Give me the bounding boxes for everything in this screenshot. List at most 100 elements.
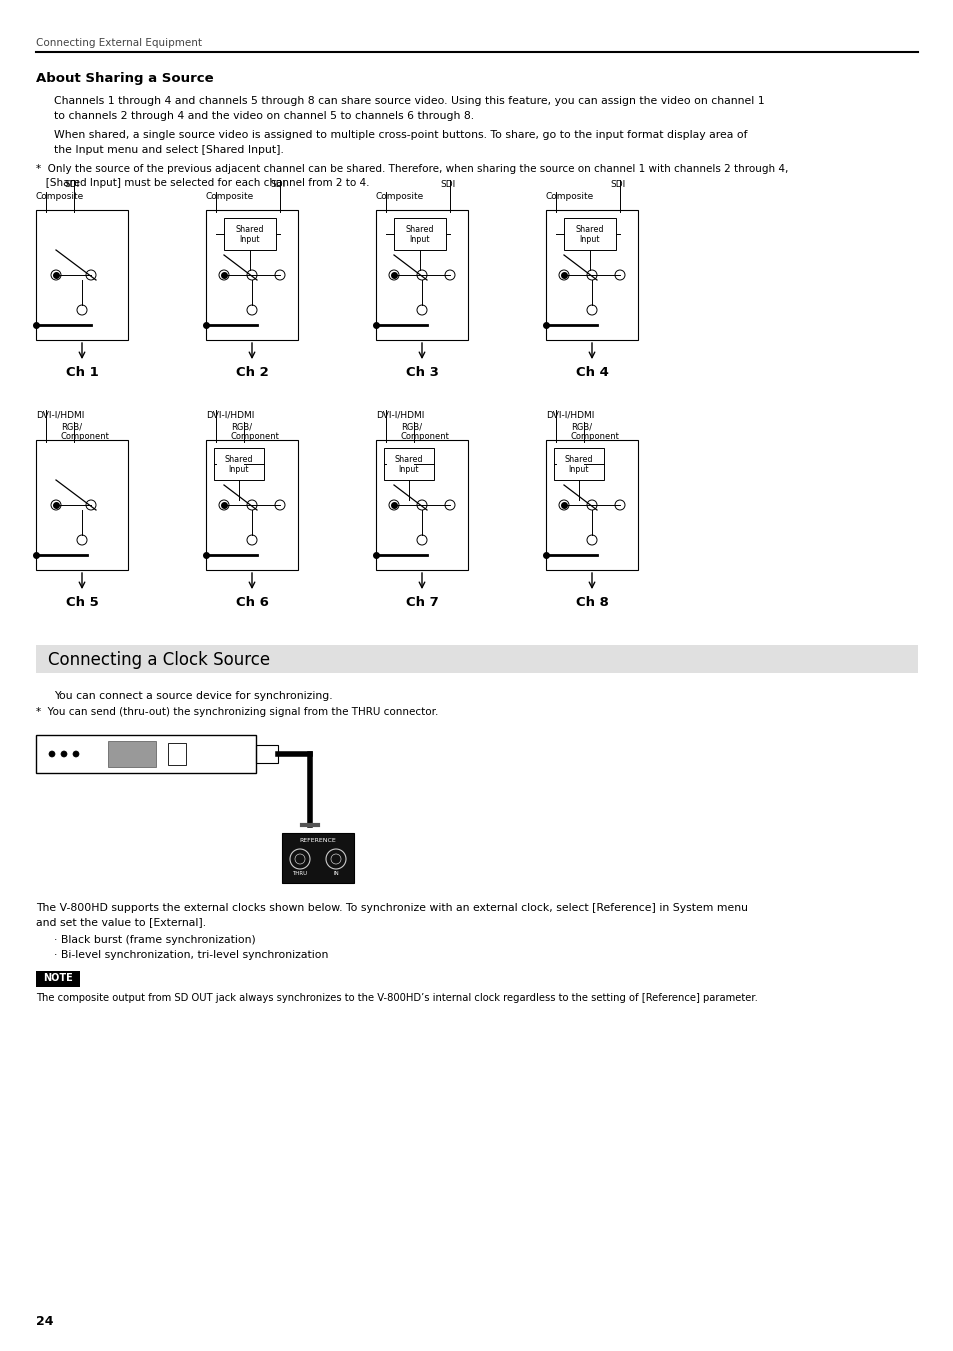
- Text: Shared
Input: Shared Input: [405, 226, 434, 245]
- Text: SDI: SDI: [609, 180, 624, 189]
- Circle shape: [86, 500, 96, 509]
- Circle shape: [61, 751, 67, 757]
- Circle shape: [77, 535, 87, 544]
- Text: · Bi-level synchronization, tri-level synchronization: · Bi-level synchronization, tri-level sy…: [54, 950, 328, 961]
- Circle shape: [558, 500, 568, 509]
- Circle shape: [290, 848, 310, 869]
- Text: RGB/
Component: RGB/ Component: [231, 422, 279, 442]
- Text: The V-800HD supports the external clocks shown below. To synchronize with an ext: The V-800HD supports the external clocks…: [36, 902, 747, 913]
- Text: *  You can send (thru-out) the synchronizing signal from the THRU connector.: * You can send (thru-out) the synchroniz…: [36, 707, 438, 717]
- Circle shape: [73, 751, 79, 757]
- Text: IN: IN: [333, 871, 338, 875]
- Bar: [36, 644, 917, 673]
- Bar: [394, 218, 446, 250]
- Circle shape: [274, 270, 285, 280]
- Text: When shared, a single source video is assigned to multiple cross-point buttons. : When shared, a single source video is as…: [54, 130, 747, 141]
- Bar: [36, 209, 128, 340]
- Circle shape: [247, 500, 256, 509]
- Circle shape: [51, 270, 61, 280]
- Text: REFERENCE: REFERENCE: [299, 838, 336, 843]
- Bar: [375, 440, 468, 570]
- Circle shape: [247, 535, 256, 544]
- Circle shape: [219, 270, 229, 280]
- Text: Ch 8: Ch 8: [575, 596, 608, 609]
- Circle shape: [416, 305, 427, 315]
- Text: You can connect a source device for synchronizing.: You can connect a source device for sync…: [54, 690, 333, 701]
- Bar: [36, 440, 128, 570]
- Text: SDI: SDI: [439, 180, 455, 189]
- Circle shape: [219, 500, 229, 509]
- Text: Ch 5: Ch 5: [66, 596, 98, 609]
- Circle shape: [49, 751, 55, 757]
- Text: Ch 6: Ch 6: [235, 596, 268, 609]
- Circle shape: [389, 270, 398, 280]
- Bar: [108, 740, 156, 767]
- Text: Composite: Composite: [206, 192, 254, 201]
- Text: and set the value to [External].: and set the value to [External].: [36, 917, 206, 927]
- Circle shape: [416, 270, 427, 280]
- Text: Shared
Input: Shared Input: [395, 455, 423, 474]
- Text: Composite: Composite: [36, 192, 84, 201]
- Text: the Input menu and select [Shared Input].: the Input menu and select [Shared Input]…: [54, 145, 284, 155]
- Text: · Black burst (frame synchronization): · Black burst (frame synchronization): [54, 935, 255, 944]
- Text: SDI: SDI: [64, 180, 79, 189]
- Circle shape: [77, 305, 87, 315]
- Bar: [384, 449, 434, 480]
- Circle shape: [247, 270, 256, 280]
- Circle shape: [51, 500, 61, 509]
- Text: 24: 24: [36, 1315, 53, 1328]
- Text: The composite output from SD OUT jack always synchronizes to the V-800HD’s inter: The composite output from SD OUT jack al…: [36, 993, 757, 1002]
- Text: Composite: Composite: [545, 192, 594, 201]
- Text: Shared
Input: Shared Input: [225, 455, 253, 474]
- Bar: [375, 209, 468, 340]
- Circle shape: [444, 500, 455, 509]
- Text: *  Only the source of the previous adjacent channel can be shared. Therefore, wh: * Only the source of the previous adjace…: [36, 163, 787, 174]
- Circle shape: [416, 500, 427, 509]
- Circle shape: [586, 305, 597, 315]
- Text: to channels 2 through 4 and the video on channel 5 to channels 6 through 8.: to channels 2 through 4 and the video on…: [54, 111, 474, 122]
- Circle shape: [86, 270, 96, 280]
- Circle shape: [294, 854, 305, 865]
- Bar: [563, 218, 616, 250]
- Text: Connecting External Equipment: Connecting External Equipment: [36, 38, 202, 49]
- Text: DVI-I/HDMI: DVI-I/HDMI: [375, 409, 424, 419]
- Circle shape: [326, 848, 346, 869]
- Bar: [545, 440, 638, 570]
- Text: Ch 3: Ch 3: [405, 366, 438, 380]
- Bar: [36, 735, 255, 773]
- Text: Channels 1 through 4 and channels 5 through 8 can share source video. Using this: Channels 1 through 4 and channels 5 thro…: [54, 96, 763, 105]
- Text: SDI: SDI: [270, 180, 285, 189]
- Circle shape: [444, 270, 455, 280]
- Text: About Sharing a Source: About Sharing a Source: [36, 72, 213, 85]
- Text: RGB/
Component: RGB/ Component: [400, 422, 450, 442]
- Text: NOTE: NOTE: [43, 973, 72, 984]
- Circle shape: [615, 500, 624, 509]
- Text: Ch 2: Ch 2: [235, 366, 268, 380]
- Text: DVI-I/HDMI: DVI-I/HDMI: [206, 409, 254, 419]
- Bar: [255, 744, 277, 763]
- Circle shape: [586, 535, 597, 544]
- Circle shape: [274, 500, 285, 509]
- Circle shape: [615, 270, 624, 280]
- Text: Composite: Composite: [375, 192, 424, 201]
- Text: DVI-I/HDMI: DVI-I/HDMI: [36, 409, 84, 419]
- Bar: [554, 449, 603, 480]
- Text: RGB/
Component: RGB/ Component: [61, 422, 110, 442]
- Bar: [545, 209, 638, 340]
- Bar: [282, 834, 354, 884]
- Circle shape: [586, 270, 597, 280]
- Circle shape: [586, 500, 597, 509]
- Circle shape: [389, 500, 398, 509]
- Text: RGB/
Component: RGB/ Component: [571, 422, 619, 442]
- Circle shape: [558, 270, 568, 280]
- Text: [Shared Input] must be selected for each channel from 2 to 4.: [Shared Input] must be selected for each…: [36, 178, 369, 188]
- Circle shape: [247, 305, 256, 315]
- Text: Ch 1: Ch 1: [66, 366, 98, 380]
- Text: Shared
Input: Shared Input: [576, 226, 603, 245]
- Bar: [168, 743, 186, 765]
- Text: Shared
Input: Shared Input: [564, 455, 593, 474]
- Text: Ch 7: Ch 7: [405, 596, 438, 609]
- Bar: [206, 440, 297, 570]
- Text: Shared
Input: Shared Input: [235, 226, 264, 245]
- Circle shape: [416, 535, 427, 544]
